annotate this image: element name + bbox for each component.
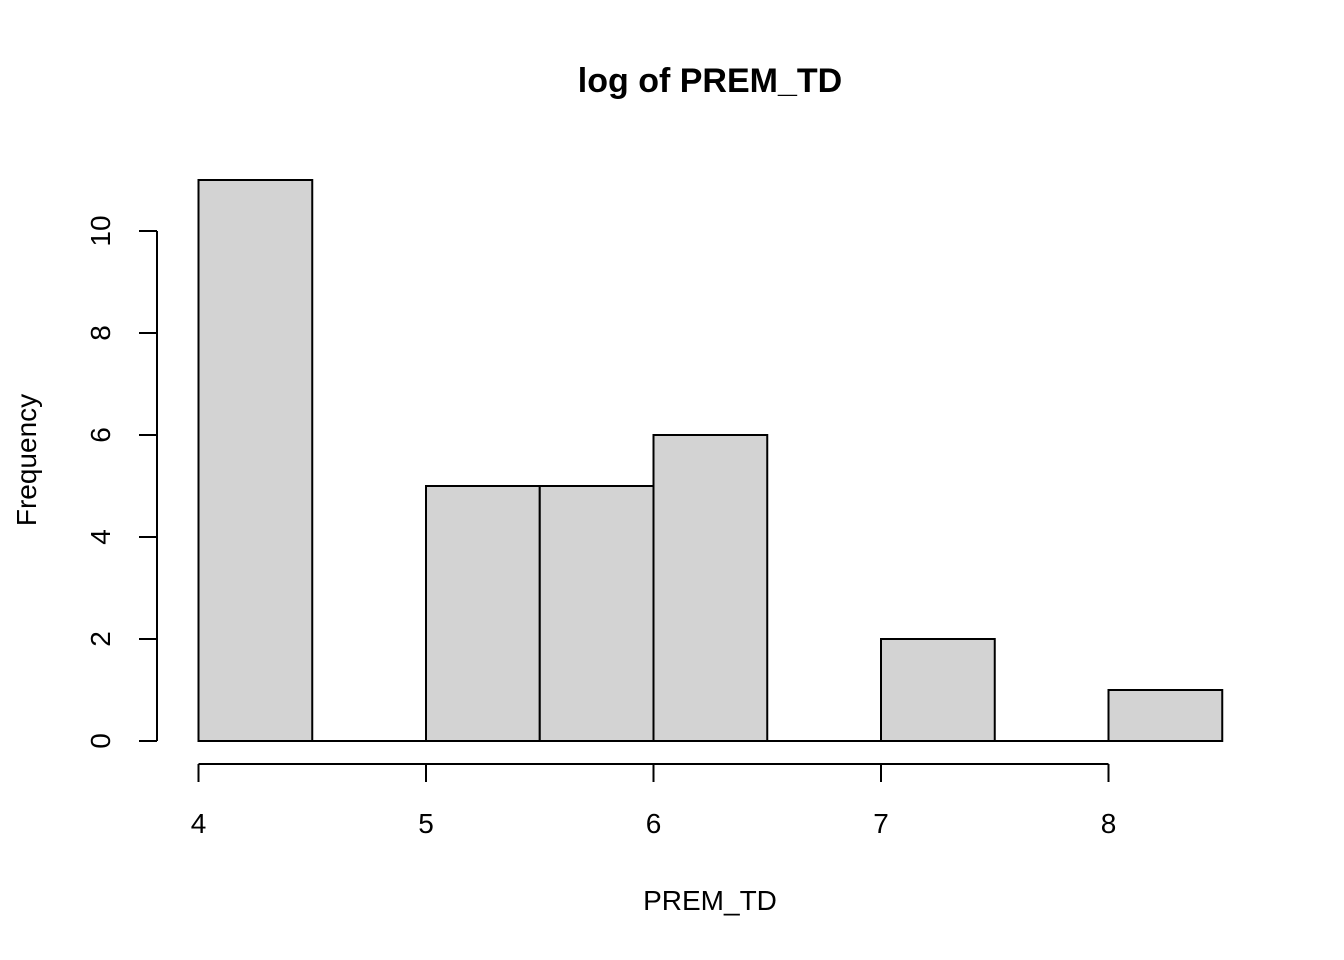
y-tick-label: 4 (85, 529, 116, 545)
y-tick-label: 10 (85, 215, 116, 246)
x-tick-label: 4 (191, 808, 207, 839)
x-axis-label: PREM_TD (643, 885, 777, 916)
histogram-bar (880, 638, 996, 742)
histogram-bar (652, 434, 769, 742)
y-axis: 0 2 4 6 8 10 (85, 215, 158, 749)
histogram-bar (425, 485, 541, 742)
x-tick-label: 6 (646, 808, 662, 839)
histogram-bar (197, 179, 314, 742)
x-axis: 4 5 6 7 8 (191, 763, 1117, 839)
histogram-bar (538, 485, 655, 742)
bars-group (197, 179, 1224, 742)
x-tick-label: 8 (1101, 808, 1117, 839)
y-tick-label: 6 (85, 427, 116, 443)
histogram-bar (1107, 689, 1224, 742)
chart-title: log of PREM_TD (578, 62, 842, 100)
y-tick-label: 0 (85, 733, 116, 749)
x-tick-label: 7 (873, 808, 889, 839)
y-tick-label: 2 (85, 631, 116, 647)
y-axis-label: Frequency (11, 394, 42, 526)
y-tick-label: 8 (85, 325, 116, 341)
x-tick-label: 5 (418, 808, 434, 839)
